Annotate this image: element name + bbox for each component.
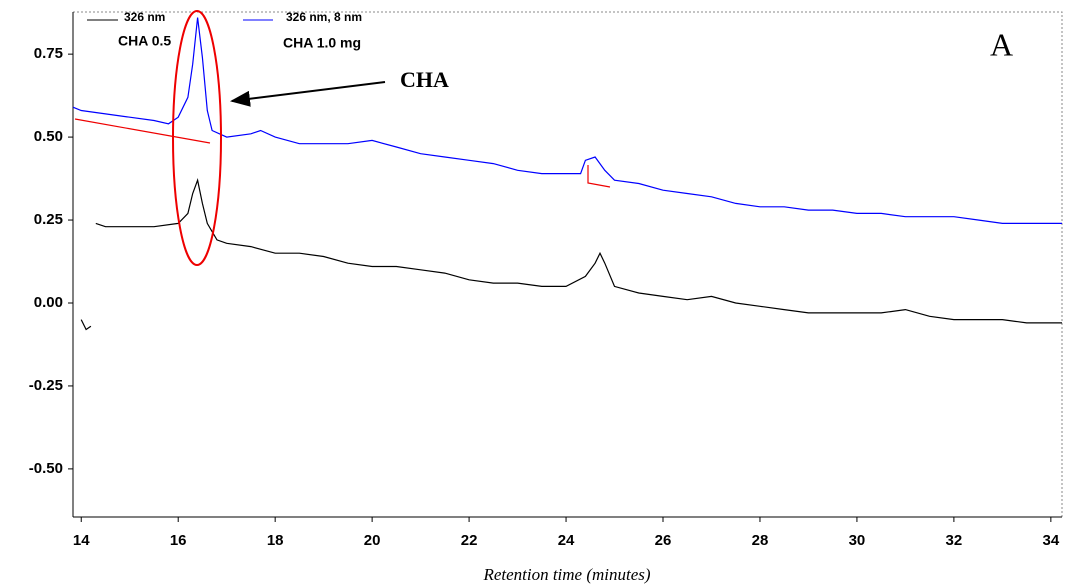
series-line (80, 178, 1062, 331)
y-tick-label: 0.00 (34, 294, 63, 311)
x-tick-label: 28 (752, 532, 769, 549)
y-tick-label: -0.50 (29, 460, 63, 477)
x-tick-label: 32 (946, 532, 963, 549)
plot-frame (72, 11, 1063, 518)
x-tick-label: 16 (170, 532, 187, 549)
y-tick-label: 0.50 (34, 128, 63, 145)
baseline-marker (74, 118, 211, 144)
y-tick-label: -0.25 (29, 377, 63, 394)
arrow (230, 81, 386, 107)
legend-description: CHA 1.0 mg (283, 35, 361, 51)
y-tick-label: 0.25 (34, 211, 63, 228)
x-tick-label: 34 (1043, 532, 1060, 549)
x-tick-label: 20 (364, 532, 381, 549)
peak-label: CHA (400, 67, 449, 92)
legend-label: 326 nm, 8 nm (286, 10, 362, 24)
peak-ellipse (172, 10, 222, 266)
panel-label: A (990, 26, 1013, 62)
legend-label: 326 nm (124, 10, 165, 24)
baseline-marker (587, 165, 611, 188)
legend-description: CHA 0.5 (118, 33, 171, 49)
x-tick-label: 22 (461, 532, 478, 549)
x-tick-label: 26 (655, 532, 672, 549)
x-axis-title: Retention time (minutes) (482, 565, 650, 584)
x-tick-label: 24 (558, 532, 575, 549)
y-tick-label: 0.75 (34, 45, 63, 62)
x-tick-label: 14 (73, 532, 90, 549)
x-tick-label: 18 (267, 532, 284, 549)
x-tick-label: 30 (849, 532, 866, 549)
series-line (72, 17, 1062, 224)
